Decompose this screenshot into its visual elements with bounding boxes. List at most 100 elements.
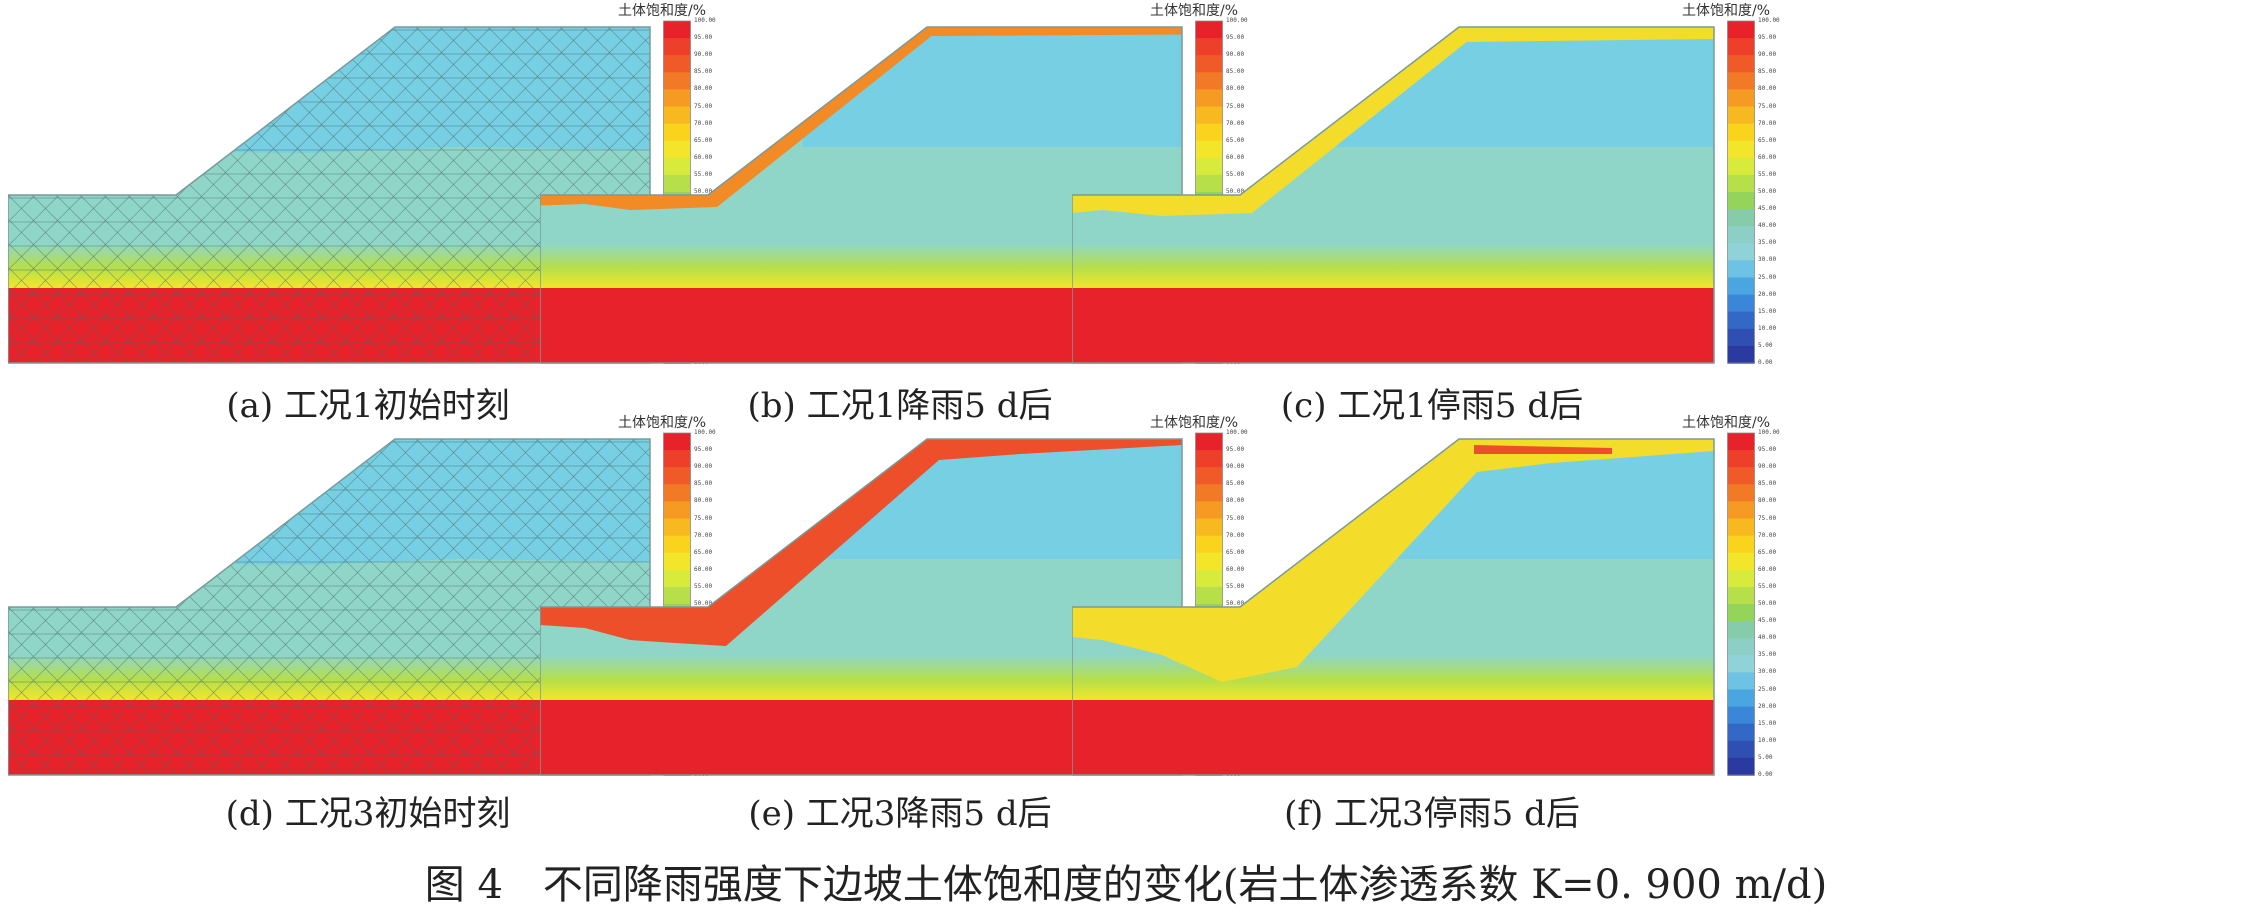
legend-tick-label: 65.00	[694, 136, 713, 144]
legend-title: 土体饱和度/%	[1682, 415, 1771, 431]
legend-swatch	[663, 106, 691, 125]
legend-swatch	[663, 501, 691, 520]
legend-swatch	[1195, 467, 1223, 486]
legend-swatch	[1727, 484, 1755, 503]
legend-swatch	[1727, 638, 1755, 657]
legend-swatch	[663, 586, 691, 605]
legend-tick-label: 50.00	[1758, 600, 1777, 607]
legend-tick-label: 70.00	[1226, 531, 1245, 539]
legend-tick-label: 70.00	[1758, 119, 1777, 127]
legend-tick-label: 95.00	[694, 446, 713, 454]
legend-swatch	[1195, 140, 1223, 159]
legend-title: 土体饱和度/%	[618, 415, 707, 431]
legend-swatch	[1727, 586, 1755, 605]
legend-tick-label: 100.00	[1758, 429, 1780, 436]
legend-swatch	[1727, 535, 1755, 554]
legend-tick-label: 40.00	[1758, 222, 1777, 230]
legend-tick-label: 35.00	[1758, 651, 1777, 659]
legend-swatch	[1727, 243, 1755, 262]
saturation-legend	[1727, 20, 1755, 364]
legend-swatch	[1727, 157, 1755, 176]
legend-tick-label: 95.00	[1758, 446, 1777, 454]
legend-tick-label: 45.00	[1758, 205, 1777, 213]
legend-tick-label: 85.00	[1226, 480, 1245, 488]
legend-tick-label: 80.00	[1758, 497, 1777, 505]
legend-swatch	[1727, 226, 1755, 245]
legend-tick-label: 55.00	[694, 170, 713, 178]
legend-tick-label: 60.00	[694, 153, 713, 161]
legend-tick-label: 35.00	[1758, 239, 1777, 247]
legend-swatch	[663, 433, 691, 451]
legend-tick-label: 20.00	[1758, 290, 1777, 298]
legend-swatch	[1727, 621, 1755, 639]
legend-tick-label: 90.00	[1758, 463, 1777, 471]
legend-swatch	[1195, 586, 1223, 605]
caption-f: (f) 工况3停雨5 d后	[1284, 794, 1580, 834]
legend-swatch	[1195, 157, 1223, 176]
legend-swatch	[1195, 569, 1223, 588]
legend-tick-label: 75.00	[694, 514, 713, 522]
legend-tick-label: 70.00	[694, 119, 713, 127]
legend-tick-label: 50.00	[1226, 600, 1245, 607]
caption-a: (a) 工况1初始时刻	[226, 386, 510, 426]
legend-tick-label: 60.00	[1758, 153, 1777, 161]
legend-tick-label: 20.00	[1758, 702, 1777, 710]
legend-tick-label: 100.00	[694, 17, 716, 24]
legend-swatch	[663, 518, 691, 537]
legend-swatch	[1195, 89, 1223, 108]
legend-tick-label: 80.00	[1758, 85, 1777, 93]
legend-tick-label: 95.00	[1758, 34, 1777, 42]
legend-swatch	[1727, 106, 1755, 125]
legend-tick-label: 100.00	[1758, 17, 1780, 24]
legend-tick-label: 25.00	[1758, 685, 1777, 693]
legend-tick-label: 45.00	[1758, 617, 1777, 625]
saturation-legend	[1727, 432, 1755, 776]
legend-tick-label: 95.00	[1226, 34, 1245, 42]
legend-tick-label: 60.00	[694, 565, 713, 573]
legend-swatch	[1727, 72, 1755, 91]
legend-swatch	[663, 72, 691, 91]
legend-tick-label: 65.00	[694, 548, 713, 556]
figure-title: 图 4 不同降雨强度下边坡土体饱和度的变化(岩土体渗透系数 K=0. 900 m…	[424, 862, 1828, 908]
legend-swatch	[1727, 192, 1755, 210]
legend-swatch	[663, 552, 691, 571]
legend-tick-label: 50.00	[694, 600, 713, 607]
legend-tick-label: 70.00	[694, 531, 713, 539]
legend-swatch	[1727, 604, 1755, 622]
legend-swatch	[663, 21, 691, 39]
legend-tick-label: 55.00	[694, 582, 713, 590]
slope-outline	[1072, 26, 1715, 364]
legend-tick-label: 55.00	[1758, 170, 1777, 178]
legend-title: 土体饱和度/%	[1150, 3, 1239, 19]
legend-swatch	[1727, 433, 1755, 451]
legend-tick-label: 65.00	[1758, 136, 1777, 144]
legend-tick-label: 85.00	[1758, 480, 1777, 488]
legend-swatch	[1195, 123, 1223, 142]
legend-tick-label: 90.00	[1226, 463, 1245, 471]
legend-tick-label: 80.00	[1226, 85, 1245, 93]
legend-swatch	[1727, 450, 1755, 468]
legend-tick-label: 100.00	[1226, 17, 1248, 24]
legend-swatch	[1727, 38, 1755, 56]
legend-swatch	[1195, 21, 1223, 39]
legend-swatch	[1195, 38, 1223, 56]
legend-tick-label: 55.00	[1758, 582, 1777, 590]
legend-tick-label: 65.00	[1226, 548, 1245, 556]
legend-swatch	[1727, 689, 1755, 708]
legend-swatch	[1195, 518, 1223, 537]
legend-swatch	[1195, 552, 1223, 571]
legend-swatch	[663, 174, 691, 193]
legend-tick-label: 15.00	[1758, 307, 1777, 315]
legend-tick-label: 95.00	[694, 34, 713, 42]
legend-swatch	[1727, 140, 1755, 159]
legend-swatch	[1727, 672, 1755, 691]
legend-swatch	[1727, 21, 1755, 39]
legend-title: 土体饱和度/%	[1150, 415, 1239, 431]
legend-tick-label: 100.00	[694, 429, 716, 436]
legend-tick-label: 50.00	[1758, 188, 1777, 195]
slope-outline	[540, 438, 1183, 776]
legend-swatch	[1727, 655, 1755, 674]
wetting-front	[1072, 27, 1714, 216]
legend-swatch	[1195, 484, 1223, 503]
legend-tick-label: 75.00	[1758, 514, 1777, 522]
